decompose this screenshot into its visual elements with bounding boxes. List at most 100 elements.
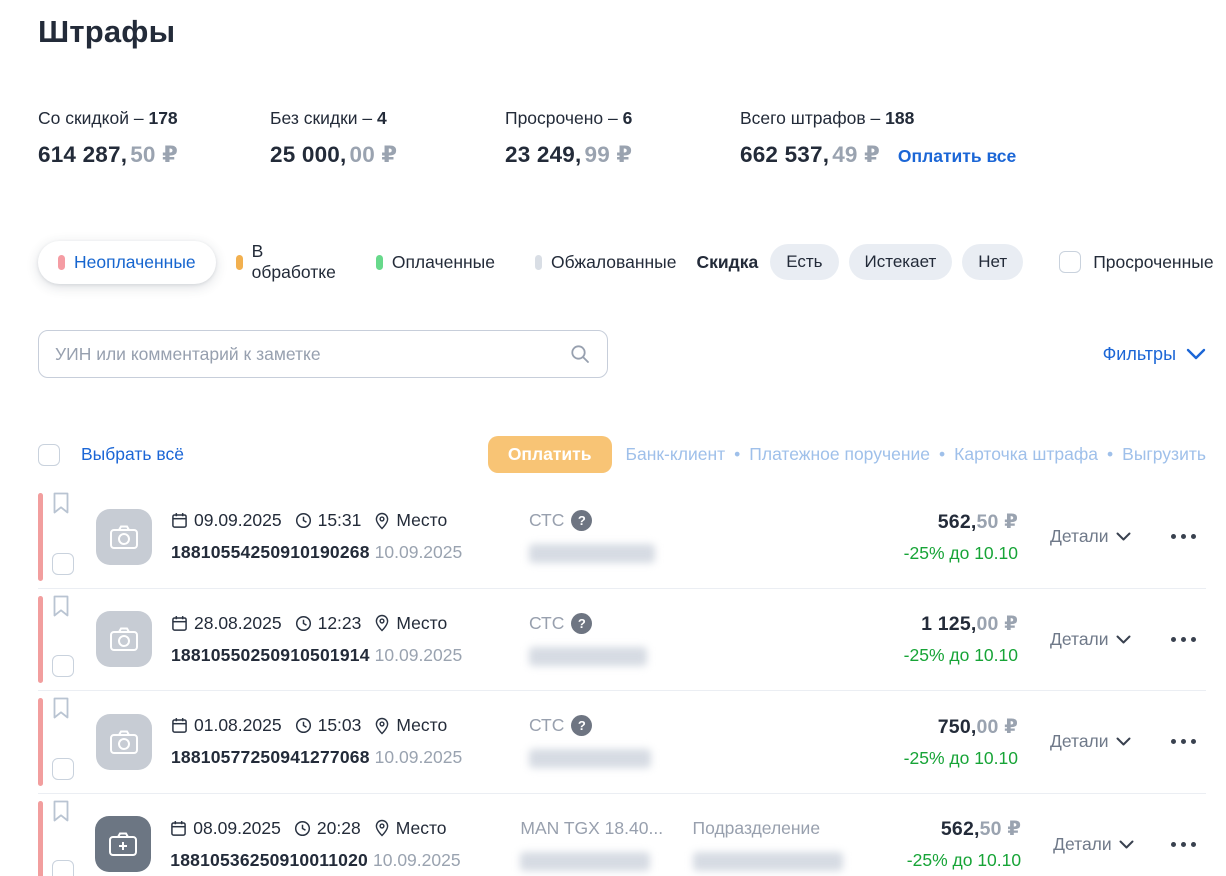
vehicle-model-label: MAN TGX 18.40...	[520, 817, 664, 838]
discount-option-no[interactable]: Нет	[962, 244, 1024, 280]
camera-icon	[109, 729, 139, 755]
help-icon[interactable]: ?	[571, 510, 593, 532]
fine-time: 20:28	[316, 817, 361, 838]
clock-icon	[295, 512, 312, 529]
chevron-down-icon	[1119, 840, 1134, 849]
details-toggle[interactable]: Детали	[1050, 526, 1146, 547]
details-toggle[interactable]: Детали	[1050, 629, 1146, 650]
tab-paid[interactable]: Оплаченные	[356, 241, 515, 284]
unpaid-status-bar	[38, 493, 43, 581]
discount-option-expiring[interactable]: Истекает	[848, 244, 953, 280]
tab-unpaid[interactable]: Неоплаченные	[38, 240, 216, 284]
fine-place-link[interactable]: Место	[395, 817, 447, 838]
tab-label: Обжалованные	[550, 251, 677, 272]
bookmark-icon[interactable]	[52, 800, 83, 823]
more-actions-button[interactable]	[1160, 534, 1206, 540]
camera-add-icon	[108, 831, 138, 857]
help-icon[interactable]: ?	[571, 612, 593, 634]
details-label: Детали	[1050, 628, 1109, 649]
calendar-icon	[171, 512, 188, 529]
status-dot-paid-icon	[375, 254, 383, 270]
bookmark-icon[interactable]	[52, 697, 84, 720]
fine-amount-frac: 00 ₽	[976, 613, 1018, 636]
fine-card-link[interactable]: Карточка штрафа	[954, 444, 1098, 464]
discount-until-date: 10.09.2025	[373, 849, 461, 870]
fine-amount: 750,	[937, 715, 977, 738]
fine-place-link[interactable]: Место	[396, 612, 448, 633]
stat-label: Со скидкой –	[38, 108, 144, 128]
discount-until-date: 10.09.2025	[374, 747, 463, 768]
row-checkbox[interactable]	[52, 757, 74, 780]
stat-count: 4	[377, 108, 387, 128]
help-icon[interactable]: ?	[571, 715, 593, 737]
tab-label: Неоплаченные	[74, 251, 196, 272]
fine-place-link[interactable]: Место	[396, 510, 448, 531]
fine-place-link[interactable]: Место	[396, 715, 448, 736]
separator-dot: •	[1107, 444, 1114, 464]
details-toggle[interactable]: Детали	[1053, 834, 1147, 855]
details-toggle[interactable]: Детали	[1050, 731, 1146, 752]
search-box[interactable]	[38, 330, 608, 378]
unpaid-status-bar	[38, 698, 43, 786]
select-all-label[interactable]: Выбрать всё	[81, 444, 184, 464]
tab-appealed[interactable]: Обжалованные	[515, 241, 697, 284]
fine-date: 01.08.2025	[194, 715, 282, 736]
bookmark-icon[interactable]	[52, 595, 84, 618]
redacted-doc-number	[529, 646, 647, 666]
stat-amount: 614 287,	[38, 142, 128, 167]
fine-uin: 18810577250941277068	[171, 747, 370, 768]
photo-thumbnail[interactable]	[96, 508, 152, 565]
pay-button[interactable]: Оплатить	[487, 436, 612, 473]
discount-info: -25% до 10.10	[906, 850, 1022, 871]
unpaid-status-bar	[38, 800, 43, 876]
redacted-unit-name	[692, 851, 843, 871]
stat-amount: 25 000,	[270, 142, 347, 167]
bank-client-link[interactable]: Банк-клиент	[625, 444, 726, 464]
location-pin-icon	[374, 512, 390, 530]
stat-amount: 662 537,	[740, 142, 830, 167]
filters-toggle[interactable]: Фильтры	[1103, 344, 1206, 365]
fine-amount: 562,	[940, 818, 980, 841]
row-checkbox[interactable]	[52, 860, 74, 876]
export-link[interactable]: Выгрузить	[1122, 444, 1206, 464]
overdue-checkbox[interactable]	[1059, 251, 1082, 273]
bookmark-icon[interactable]	[52, 492, 84, 515]
location-pin-icon	[374, 819, 390, 837]
select-all-checkbox[interactable]	[38, 443, 60, 466]
search-icon[interactable]	[569, 343, 591, 365]
photo-thumbnail[interactable]	[96, 713, 152, 770]
row-checkbox[interactable]	[52, 655, 74, 677]
more-actions-button[interactable]	[1160, 739, 1206, 745]
discount-option-yes[interactable]: Есть	[770, 244, 839, 280]
redacted-doc-number	[529, 749, 651, 769]
fine-date: 08.09.2025	[193, 817, 281, 838]
stat-label: Без скидки –	[270, 108, 373, 128]
calendar-icon	[170, 820, 187, 837]
tab-label: В обработке	[251, 241, 336, 282]
search-input[interactable]	[55, 343, 569, 365]
row-checkbox[interactable]	[52, 552, 74, 575]
more-actions-button[interactable]	[1160, 636, 1206, 642]
redacted-plate-number	[520, 851, 651, 871]
clock-icon	[295, 717, 312, 734]
stat-amount-frac: 50 ₽	[130, 142, 178, 167]
clock-icon	[295, 615, 312, 632]
fine-uin: 18810536250910011020	[170, 849, 368, 870]
tab-processing[interactable]: В обработке	[216, 230, 356, 294]
fine-amount-frac: 50 ₽	[976, 510, 1018, 533]
doc-type-label: СТС	[529, 612, 565, 633]
calendar-icon	[171, 615, 188, 632]
fine-time: 15:31	[317, 510, 362, 531]
photo-thumbnail[interactable]	[95, 816, 152, 873]
photo-thumbnail[interactable]	[96, 611, 152, 668]
separator-dot: •	[939, 444, 946, 464]
more-actions-button[interactable]	[1161, 841, 1206, 847]
pay-all-link[interactable]: Оплатить все	[897, 146, 1017, 166]
overdue-checkbox-label: Просроченные	[1093, 251, 1214, 272]
stat-overdue: Просрочено – 6 23 249, 99 ₽	[505, 108, 740, 168]
discount-filter-label: Скидка	[696, 251, 759, 272]
stat-no-discount: Без скидки – 4 25 000, 00 ₽	[270, 108, 505, 168]
payment-order-link[interactable]: Платежное поручение	[749, 444, 930, 464]
doc-type-label: СТС	[529, 715, 565, 736]
tab-label: Оплаченные	[391, 251, 495, 272]
